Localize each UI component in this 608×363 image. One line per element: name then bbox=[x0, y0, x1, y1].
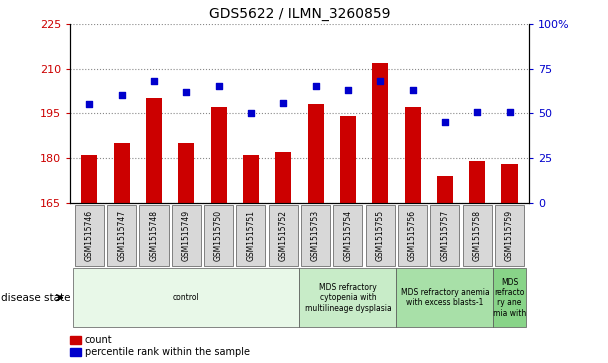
FancyBboxPatch shape bbox=[301, 205, 330, 266]
Text: GSM1515753: GSM1515753 bbox=[311, 209, 320, 261]
Bar bbox=[308, 105, 323, 203]
FancyBboxPatch shape bbox=[139, 205, 168, 266]
FancyBboxPatch shape bbox=[269, 205, 298, 266]
Bar bbox=[178, 143, 195, 203]
Text: GSM1515754: GSM1515754 bbox=[344, 209, 353, 261]
Point bbox=[311, 83, 320, 89]
Text: GSM1515747: GSM1515747 bbox=[117, 209, 126, 261]
Point bbox=[375, 78, 385, 84]
Text: MDS refractory
cytopenia with
multilineage dysplasia: MDS refractory cytopenia with multilinea… bbox=[305, 283, 392, 313]
Bar bbox=[243, 155, 259, 203]
Point bbox=[181, 89, 191, 95]
Text: GSM1515748: GSM1515748 bbox=[150, 209, 159, 261]
Bar bbox=[210, 107, 227, 203]
Text: GSM1515752: GSM1515752 bbox=[279, 209, 288, 261]
FancyBboxPatch shape bbox=[204, 205, 233, 266]
Title: GDS5622 / ILMN_3260859: GDS5622 / ILMN_3260859 bbox=[209, 7, 390, 21]
FancyBboxPatch shape bbox=[171, 205, 201, 266]
Text: MDS refractory anemia
with excess blasts-1: MDS refractory anemia with excess blasts… bbox=[401, 288, 489, 307]
Bar bbox=[114, 143, 130, 203]
Point bbox=[440, 119, 450, 125]
Point bbox=[278, 100, 288, 106]
Point bbox=[85, 102, 94, 107]
FancyBboxPatch shape bbox=[75, 205, 104, 266]
FancyBboxPatch shape bbox=[494, 268, 526, 327]
Bar bbox=[275, 152, 291, 203]
Point bbox=[472, 109, 482, 115]
Point bbox=[117, 93, 126, 98]
Text: count: count bbox=[85, 335, 112, 345]
Bar bbox=[469, 161, 485, 203]
Text: GSM1515757: GSM1515757 bbox=[440, 209, 449, 261]
Text: GSM1515750: GSM1515750 bbox=[214, 209, 223, 261]
Point bbox=[246, 110, 256, 116]
Bar bbox=[502, 164, 517, 203]
FancyBboxPatch shape bbox=[107, 205, 136, 266]
Text: GSM1515756: GSM1515756 bbox=[408, 209, 417, 261]
FancyBboxPatch shape bbox=[333, 205, 362, 266]
Point bbox=[343, 87, 353, 93]
Text: GSM1515746: GSM1515746 bbox=[85, 209, 94, 261]
Text: MDS
refracto
ry ane
mia with: MDS refracto ry ane mia with bbox=[493, 278, 526, 318]
Text: percentile rank within the sample: percentile rank within the sample bbox=[85, 347, 249, 358]
Bar bbox=[81, 155, 97, 203]
FancyBboxPatch shape bbox=[396, 268, 494, 327]
Text: GSM1515751: GSM1515751 bbox=[246, 209, 255, 261]
FancyBboxPatch shape bbox=[430, 205, 460, 266]
FancyBboxPatch shape bbox=[300, 268, 396, 327]
Bar bbox=[146, 98, 162, 203]
Bar bbox=[437, 176, 453, 203]
Text: disease state: disease state bbox=[1, 293, 71, 303]
Bar bbox=[372, 62, 389, 203]
FancyBboxPatch shape bbox=[398, 205, 427, 266]
Bar bbox=[340, 117, 356, 203]
Point bbox=[149, 78, 159, 84]
FancyBboxPatch shape bbox=[73, 268, 300, 327]
FancyBboxPatch shape bbox=[237, 205, 266, 266]
Point bbox=[214, 83, 224, 89]
Text: GSM1515755: GSM1515755 bbox=[376, 209, 385, 261]
FancyBboxPatch shape bbox=[495, 205, 524, 266]
Text: GSM1515749: GSM1515749 bbox=[182, 209, 191, 261]
Point bbox=[505, 109, 514, 115]
FancyBboxPatch shape bbox=[463, 205, 492, 266]
Text: control: control bbox=[173, 293, 199, 302]
Point bbox=[408, 87, 418, 93]
FancyBboxPatch shape bbox=[365, 205, 395, 266]
Bar bbox=[404, 107, 421, 203]
Text: GSM1515759: GSM1515759 bbox=[505, 209, 514, 261]
Text: GSM1515758: GSM1515758 bbox=[473, 209, 482, 261]
